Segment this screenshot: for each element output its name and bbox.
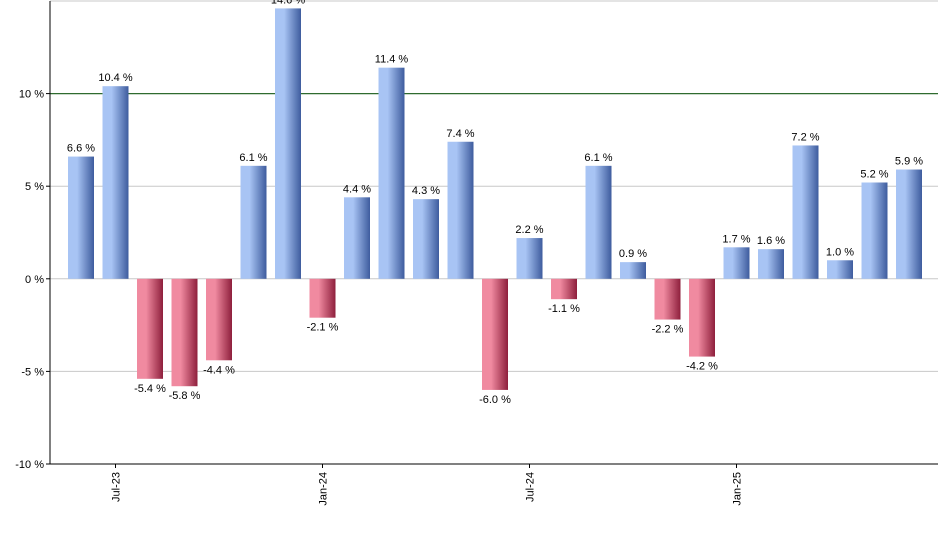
data-label: 0.9 % — [619, 248, 647, 260]
data-label: -2.2 % — [652, 324, 684, 336]
bar-positive — [792, 145, 819, 279]
bars — [68, 8, 922, 390]
data-label: 6.6 % — [67, 143, 95, 155]
bar-negative — [551, 278, 577, 300]
data-label: -4.4 % — [203, 364, 235, 376]
bar-positive — [344, 197, 370, 279]
bar-positive — [896, 169, 922, 279]
x-tick-label: Jan-25 — [732, 472, 744, 506]
bar-negative — [171, 278, 198, 387]
bar-positive — [620, 262, 646, 279]
x-tick-label: Jul-24 — [525, 472, 537, 502]
bar-positive — [827, 260, 853, 279]
data-label: 14.6 % — [271, 0, 305, 6]
bar-negative — [206, 278, 232, 361]
data-label: 6.1 % — [239, 152, 267, 164]
grid-lines — [50, 0, 938, 372]
data-label: 5.2 % — [860, 168, 888, 180]
data-label: 7.2 % — [791, 131, 819, 143]
bar-negative — [309, 278, 336, 318]
axes: -10 % -5 % 0 % 5 % 10 % Jul-23 Jan-24 Jul-24 Jan… — [15, 1, 938, 506]
data-label: -5.4 % — [134, 383, 166, 395]
data-label: -2.1 % — [307, 322, 339, 334]
data-label: 1.0 % — [826, 246, 854, 258]
data-label: 4.4 % — [343, 183, 371, 195]
y-tick-label: -5 % — [21, 366, 44, 378]
data-label: 4.3 % — [412, 185, 440, 197]
data-label: 1.6 % — [757, 235, 785, 247]
bar-positive — [723, 247, 750, 279]
y-tick-label: 0 % — [25, 274, 44, 286]
bar-negative — [654, 278, 681, 320]
data-label: 10.4 % — [98, 72, 132, 84]
data-labels: 6.6 % 10.4 % -5.4 %-5.8 % -4.4 % 6.1 % 14.6 %… — [67, 0, 923, 406]
bar-positive — [378, 67, 405, 279]
bar-positive — [516, 238, 543, 279]
y-tick-label: -10 % — [15, 459, 44, 471]
bar-positive — [275, 8, 301, 279]
bar-positive — [413, 199, 439, 279]
y-tick-label: 5 % — [25, 181, 44, 193]
data-label: 1.7 % — [722, 233, 750, 245]
data-label: 11.4 % — [375, 54, 409, 66]
bar-negative — [689, 278, 715, 357]
data-label: 6.1 % — [584, 152, 612, 164]
bar-positive — [68, 156, 94, 279]
x-tick-label: Jan-24 — [318, 472, 330, 506]
data-label: 5.9 % — [895, 156, 923, 168]
data-label: 2.2 % — [515, 224, 543, 236]
x-tick-label: Jul-23 — [111, 472, 123, 502]
data-label: -1.1 % — [548, 303, 580, 315]
data-label: -5.8 % — [169, 390, 201, 402]
bar-positive — [447, 141, 474, 279]
data-label: -6.0 % — [479, 394, 511, 406]
bar-negative — [482, 278, 508, 390]
bar-positive — [585, 165, 612, 279]
bar-positive — [758, 249, 784, 279]
data-label: 7.4 % — [446, 128, 474, 140]
bar-positive — [102, 86, 129, 279]
bar-positive — [240, 165, 267, 279]
y-tick-label: 10 % — [19, 89, 44, 101]
bar-positive — [861, 182, 888, 279]
data-label: -4.2 % — [686, 361, 718, 373]
bar-negative — [137, 278, 163, 379]
